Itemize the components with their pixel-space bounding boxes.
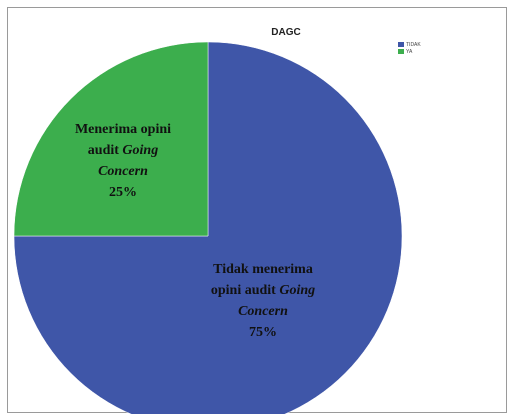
slice-label-line: Concern <box>238 304 288 319</box>
slice-label-line: audit Going <box>88 143 158 158</box>
slice-label-line: 75% <box>249 325 277 340</box>
pie-slice-labels: Tidak menerima opini audit Going Concern 75… <box>75 122 315 340</box>
legend-swatch-tidak <box>398 42 404 47</box>
legend-swatch-ya <box>398 49 404 54</box>
chart-title: DAGC <box>271 27 300 38</box>
chart-frame: DAGC Tidak menerima opini audit Going Conc… <box>7 7 507 414</box>
pie-slice-ya <box>13 41 209 237</box>
slice-label-line: Concern <box>98 164 148 179</box>
slice-label-line: Menerima opini <box>75 122 171 137</box>
legend-label-ya: YA <box>406 49 413 55</box>
slice-label-ya: Menerima opini audit Going Concern 25% <box>75 122 171 200</box>
pie-slice-tidak <box>13 41 403 414</box>
slice-label-line: opini audit Going <box>211 283 315 298</box>
slice-label-tidak: Tidak menerima opini audit Going Concern 75… <box>211 262 315 340</box>
slice-label-line: Tidak menerima <box>213 262 313 277</box>
legend-label-tidak: TIDAK <box>406 42 421 48</box>
pie-chart: DAGC Tidak menerima opini audit Going Conc… <box>13 27 421 414</box>
pie-slices <box>13 41 403 414</box>
slice-label-line: 25% <box>109 185 137 200</box>
